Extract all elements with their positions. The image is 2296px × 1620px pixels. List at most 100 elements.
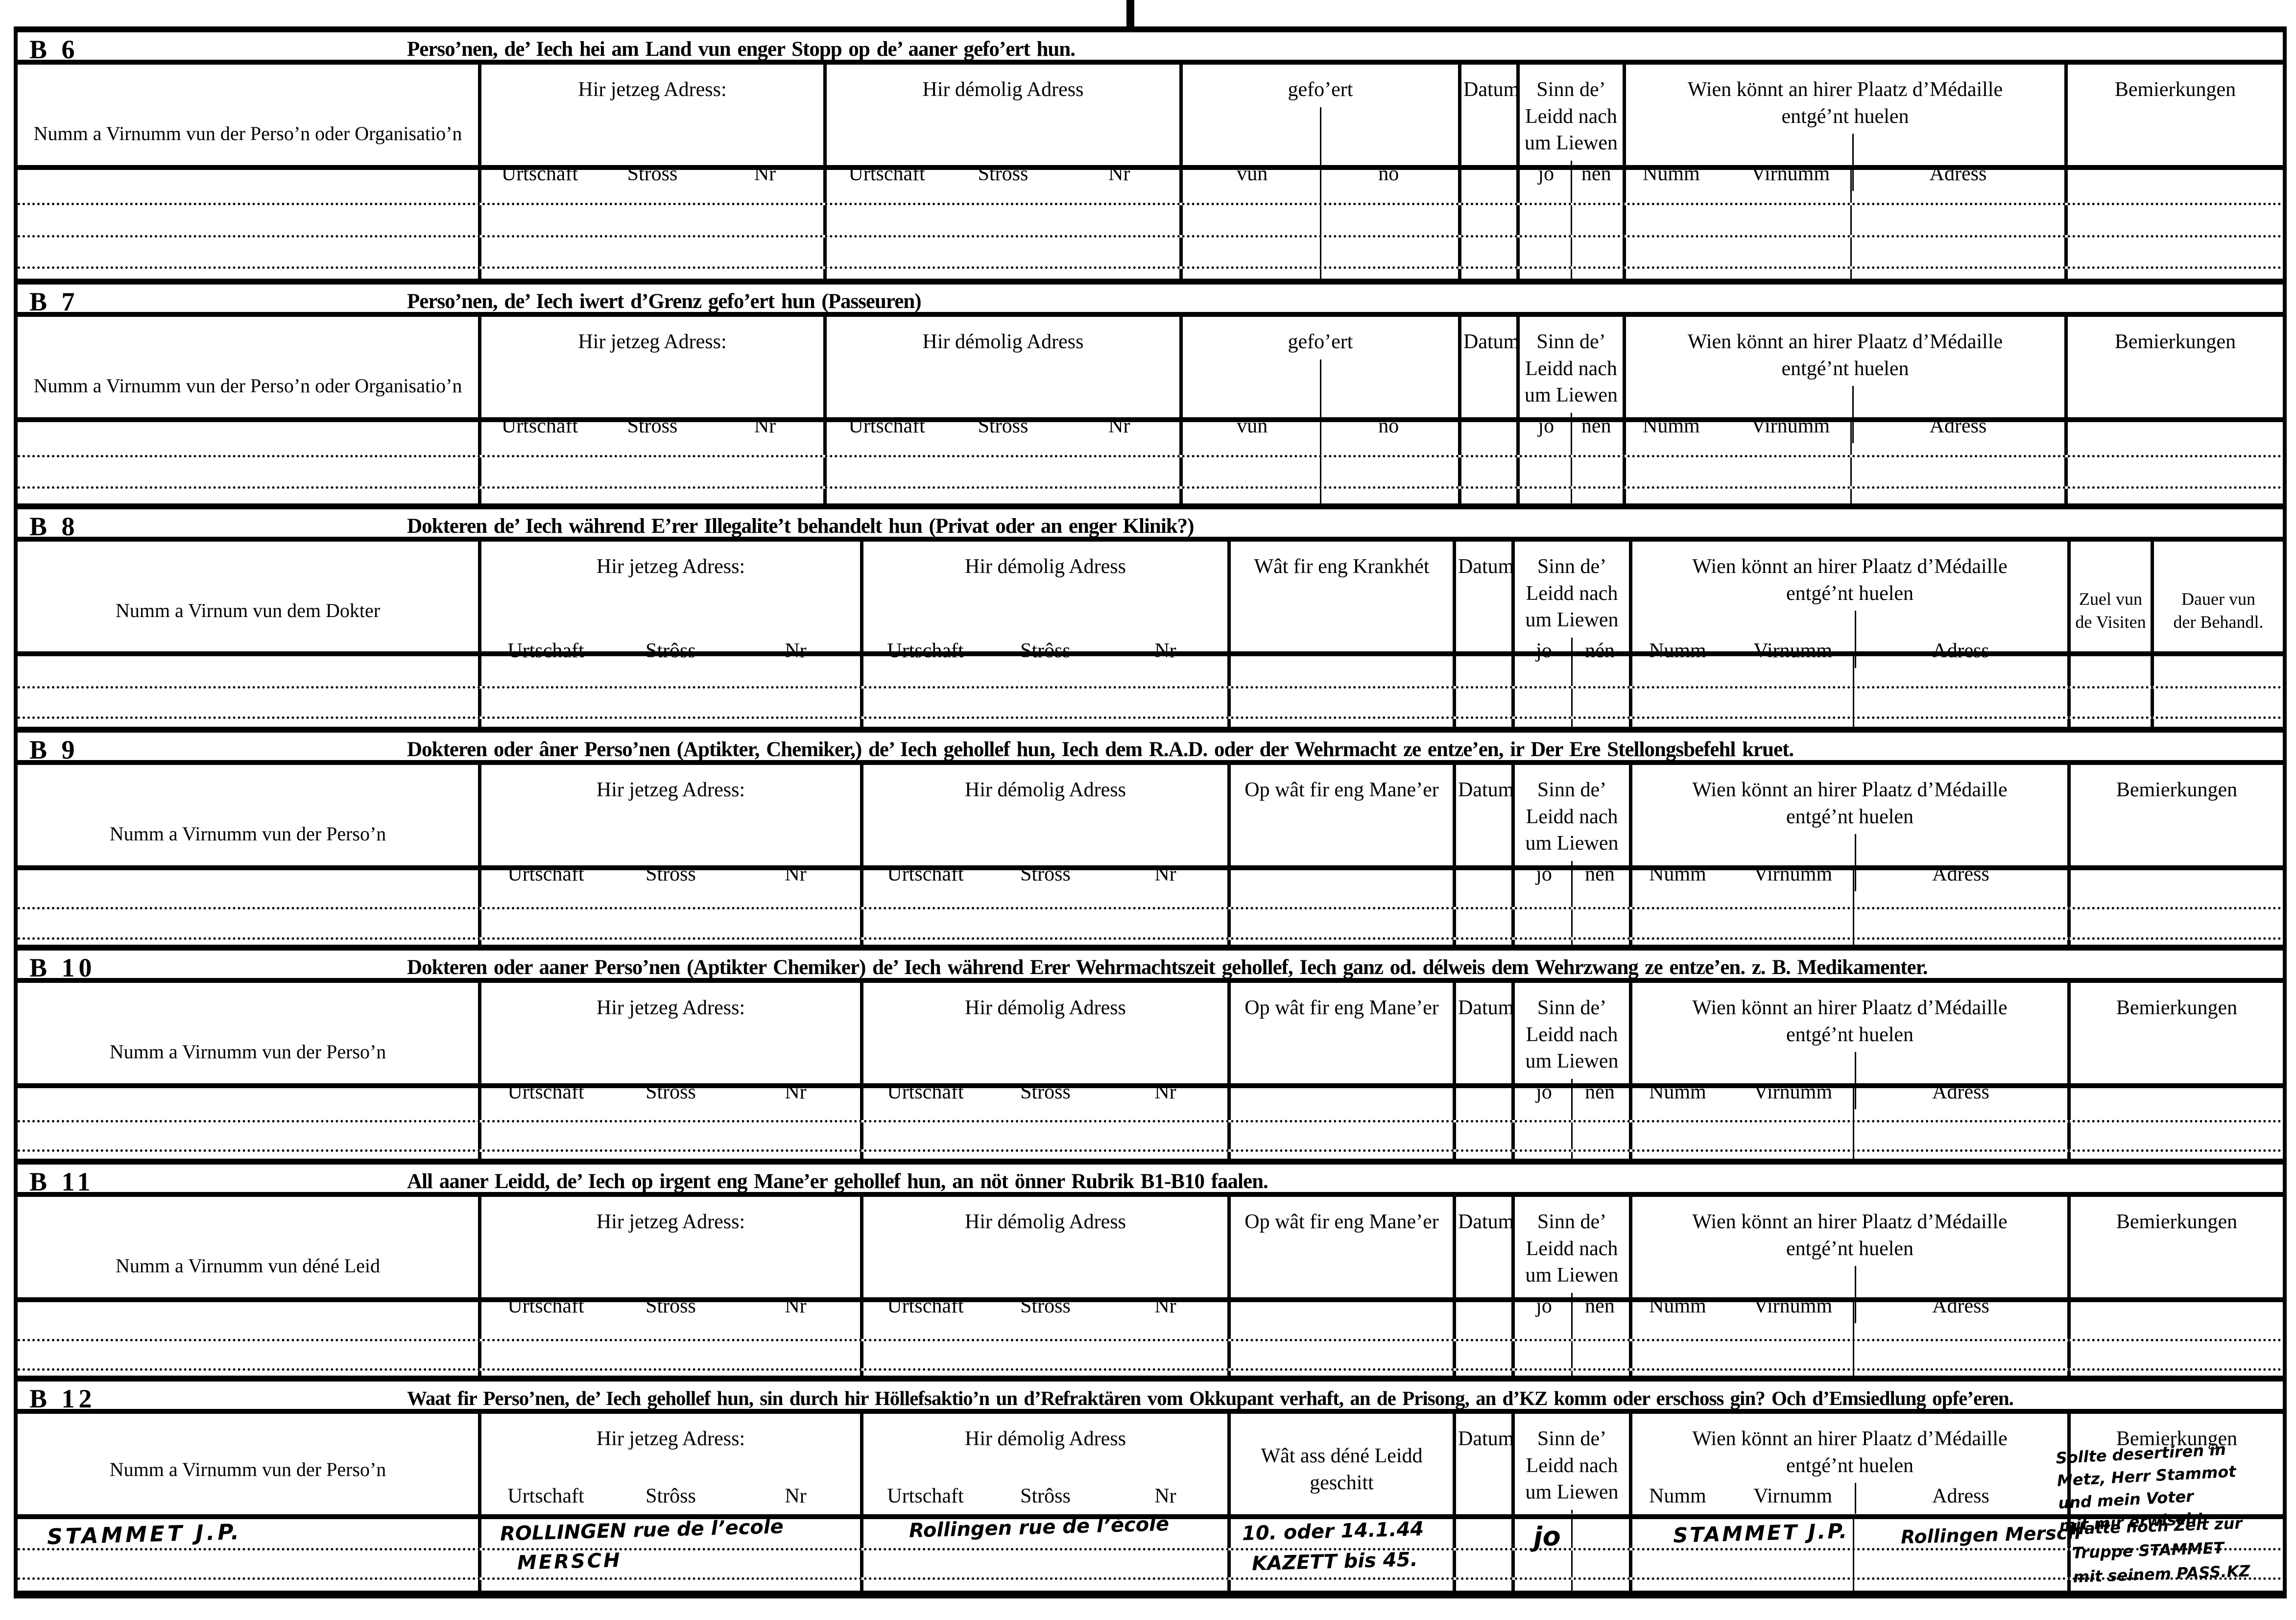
col-header-current-address: Hir jetzeg Adress: Urtschaft Strôss Nr <box>478 317 823 449</box>
cell <box>1511 1580 1629 1591</box>
col-header-date: Datum <box>1458 317 1519 449</box>
table-row <box>18 489 2283 503</box>
section-b10: B 10 Dokteren oder aaner Perso’nen (Apti… <box>18 945 2283 1159</box>
cell <box>1458 489 1516 503</box>
cell <box>860 870 1227 907</box>
section-b12: B 12 Waat fir Perso’nen, de’ Iech geholl… <box>18 1376 2283 1591</box>
cell <box>1516 205 1623 235</box>
cell <box>18 719 478 727</box>
cell <box>478 940 860 945</box>
col-header-former-address: Hir démolig Adress Urtschaft Strôss Nr <box>860 1414 1227 1519</box>
cell <box>478 457 823 486</box>
cell <box>823 269 1179 279</box>
cell <box>478 656 860 686</box>
cell <box>1629 1302 2067 1339</box>
section-body: STAMMET J.P. ROLLINGEN rue de l’ecole ME… <box>18 1513 2283 1591</box>
cell <box>823 489 1179 503</box>
col-header-name: Numm a Virnumm vun der Perso’n <box>109 1041 386 1063</box>
cell <box>1623 269 2064 279</box>
cell <box>18 940 478 945</box>
cell <box>1511 1519 1629 1548</box>
cell <box>18 238 478 266</box>
cell <box>1227 689 1453 716</box>
col-header-medal: Wien könnt an hirer Plaatz d’Médaille ent… <box>1623 317 2064 449</box>
cell <box>1511 909 1629 937</box>
cell <box>18 1580 478 1591</box>
cell <box>1453 1550 1511 1577</box>
cell <box>2151 689 2283 716</box>
cell <box>1227 1122 1453 1149</box>
cell <box>860 1371 1227 1376</box>
cell <box>823 170 1179 203</box>
col-header-medal: Wien könnt an hirer Plaatz d’Médaille ent… <box>1623 65 2064 196</box>
questionnaire-table: B 6 Perso’nen, de’ Iech hei am Land vun … <box>14 26 2287 1598</box>
cell <box>1458 238 1516 266</box>
section-heading: Dokteren de’ Iech während E’rer Illegali… <box>407 515 1195 538</box>
handwritten-name: STAMMET J.P. <box>47 1519 242 1550</box>
cell <box>1511 1302 1629 1339</box>
cell <box>1227 656 1453 686</box>
col-header-name: Numm a Virnum vun dem Dokter <box>115 599 381 622</box>
cell <box>1623 489 2064 503</box>
cell <box>1179 205 1458 235</box>
cell <box>1179 422 1458 455</box>
col-header-alive: Sinn de’ Leidd nach um Liewen jo nén <box>1511 983 1629 1115</box>
cell <box>18 1341 478 1368</box>
cell <box>2064 238 2283 266</box>
cell <box>18 656 478 686</box>
col-header-former-address: Hir démolig Adress Urtschaft Strôss Nr <box>860 765 1227 897</box>
cell <box>1623 170 2064 203</box>
cell <box>1458 457 1516 486</box>
section-header: Numm a Virnumm vun déné Leid Hir jetzeg … <box>18 1197 2283 1329</box>
cell <box>18 1550 478 1577</box>
cell <box>1629 1152 2067 1159</box>
cell <box>2067 940 2283 945</box>
cell <box>18 170 478 203</box>
cell <box>2064 422 2283 455</box>
cell <box>1453 870 1511 907</box>
col-header-medal: Wien könnt an hirer Plaatz d’Médaille ent… <box>1629 1414 2067 1519</box>
cell <box>860 1152 1227 1159</box>
table-row <box>18 1122 2283 1152</box>
cell <box>1629 1580 2067 1591</box>
col-header-question: gefo’ert vun no <box>1179 65 1458 196</box>
col-header-current-address: Hir jetzeg Adress: Urtschaft Strôss Nr <box>478 542 860 673</box>
cell <box>2064 269 2283 279</box>
cell <box>1629 1519 2067 1548</box>
cell <box>1516 457 1623 486</box>
cell <box>1227 1088 1453 1120</box>
col-header-current-address: Hir jetzeg Adress: Urtschaft Strôss Nr <box>478 1197 860 1329</box>
cell <box>18 1152 478 1159</box>
cell <box>1453 1519 1511 1548</box>
cell <box>2064 489 2283 503</box>
table-row <box>18 940 2283 945</box>
col-header-name: Numm a Virnumm vun déné Leid <box>115 1255 381 1277</box>
cell <box>1511 656 1629 686</box>
cell <box>1227 1371 1453 1376</box>
section-body <box>18 656 2283 727</box>
cell <box>478 1550 860 1577</box>
section-heading: Waat fir Perso’nen, de’ Iech gehollef hu… <box>407 1387 2014 1409</box>
section-heading: Dokteren oder aaner Perso’nen (Aptikter … <box>407 956 1928 979</box>
handwritten-alive-yes: jo <box>1533 1521 1561 1552</box>
section-id: B 10 <box>29 953 96 982</box>
cell <box>1227 719 1453 727</box>
col-header-medal: Wien könnt an hirer Plaatz d’Médaille ent… <box>1629 765 2067 897</box>
cell <box>2067 656 2151 686</box>
cell <box>1453 1371 1511 1376</box>
cell <box>1629 1371 2067 1376</box>
cell <box>478 489 823 503</box>
cell <box>860 1580 1227 1591</box>
handwritten-remarks: Hatte noch Zeit zur Truppe STAMMET mit s… <box>2071 1514 2251 1587</box>
col-header-alive: Sinn de’ Leidd nach um Liewen jo nén <box>1511 542 1629 673</box>
table-row <box>18 269 2283 279</box>
cell <box>1623 205 2064 235</box>
section-body <box>18 1302 2283 1376</box>
col-header-current-address: Hir jetzeg Adress: Urtschaft Strôss Nr <box>478 1414 860 1519</box>
table-row <box>18 1371 2283 1376</box>
cell <box>823 205 1179 235</box>
cell <box>1629 940 2067 945</box>
col-header-remarks: Bemierkungen <box>2067 1197 2283 1329</box>
col-header-date: Datum <box>1458 65 1519 196</box>
section-header: Numm a Virnumm vun der Perso’n oder Orga… <box>18 317 2283 449</box>
